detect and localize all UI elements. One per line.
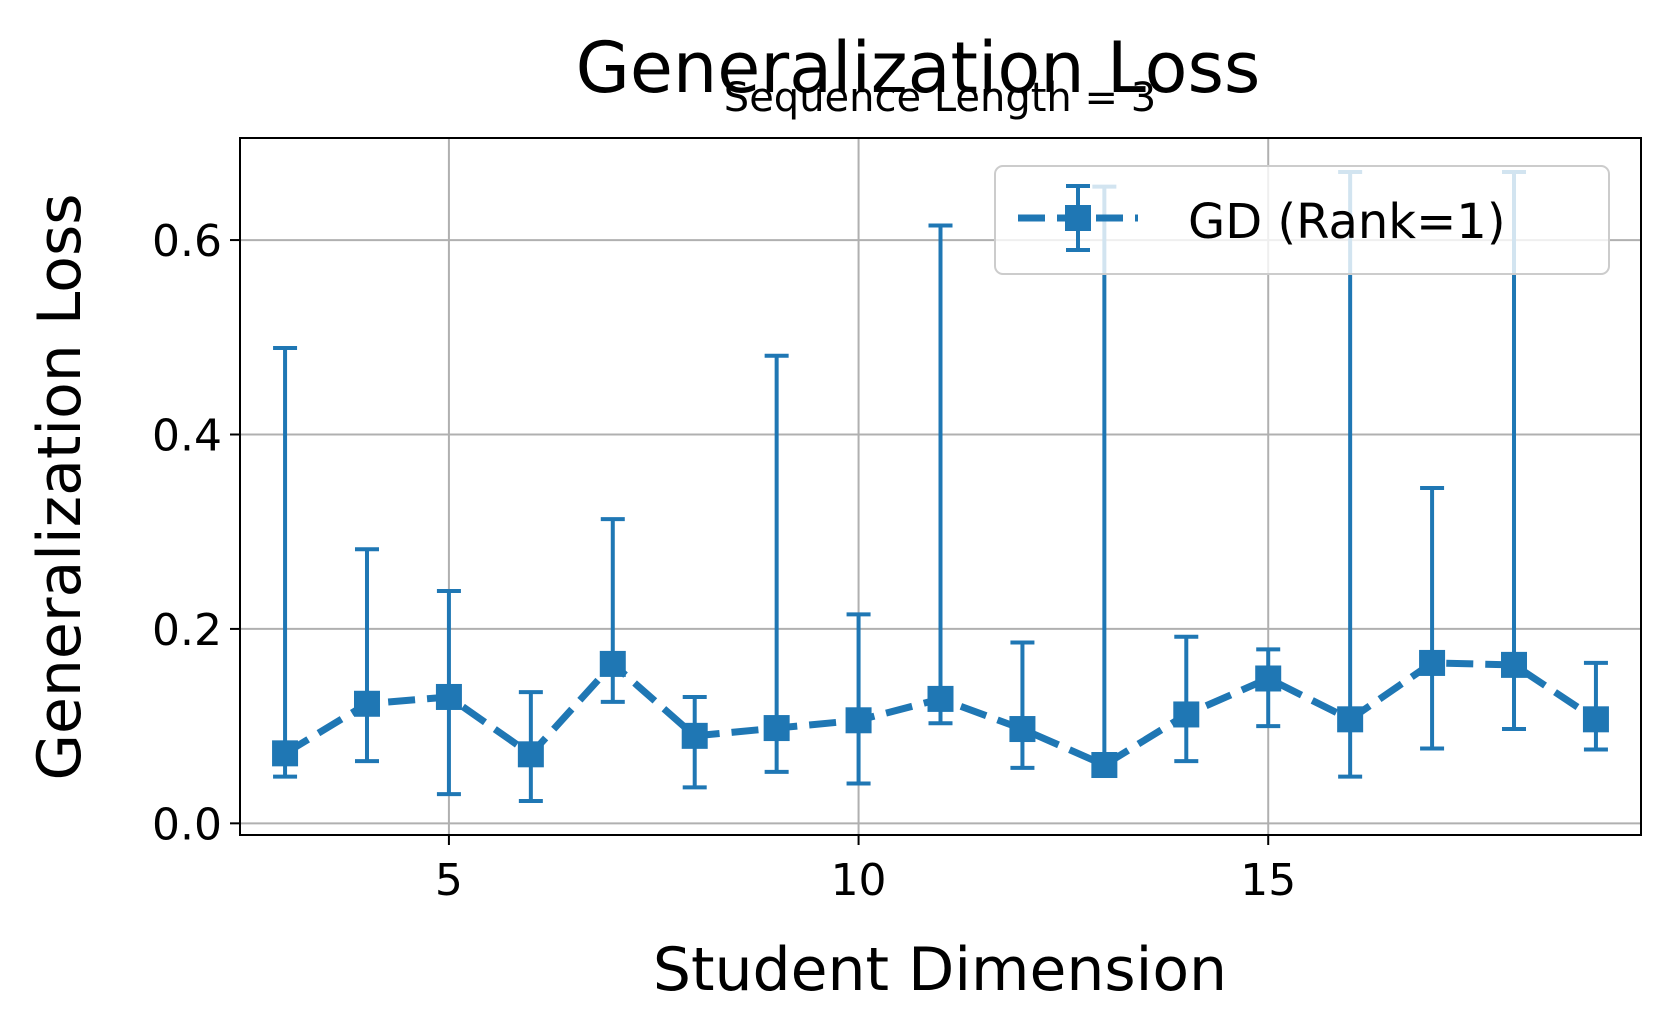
data-point-marker xyxy=(435,683,462,710)
data-point-marker xyxy=(681,722,708,749)
data-point-marker xyxy=(1337,706,1364,733)
x-tick-label: 15 xyxy=(1240,855,1296,906)
y-tick-label: 0.0 xyxy=(152,799,222,850)
y-tick-label: 0.6 xyxy=(152,216,222,267)
data-point-marker xyxy=(1173,701,1200,728)
chart-title: Generalization Loss xyxy=(576,27,1261,109)
data-point-marker xyxy=(1501,651,1528,678)
data-point-marker xyxy=(272,740,299,767)
data-point-marker xyxy=(1419,649,1446,676)
y-tick-label: 0.2 xyxy=(152,605,222,656)
legend-box xyxy=(994,165,1610,275)
data-point-marker xyxy=(353,690,380,717)
data-point-marker xyxy=(1091,752,1118,779)
y-tick-label: 0.4 xyxy=(152,410,222,461)
data-point-marker xyxy=(845,707,872,734)
x-tick-layer: 5 10 15 xyxy=(435,835,1296,906)
x-tick-label: 10 xyxy=(831,855,887,906)
marker-layer xyxy=(272,649,1609,779)
chart-subtitle: Sequence Length = 3 xyxy=(724,75,1156,121)
data-point-marker xyxy=(927,685,954,712)
x-axis-label: Student Dimension xyxy=(653,935,1227,1005)
legend-label: GD (Rank=1) xyxy=(1188,194,1506,250)
data-point-marker xyxy=(517,741,544,768)
x-tick-label: 5 xyxy=(435,855,463,906)
legend: GD (Rank=1) xyxy=(994,165,1610,275)
data-point-marker xyxy=(599,650,626,677)
data-point-marker xyxy=(1255,665,1282,692)
y-axis-label: Generalization Loss xyxy=(25,194,95,781)
data-point-marker xyxy=(1009,716,1036,743)
plot-frame xyxy=(239,137,1642,836)
data-point-marker xyxy=(763,715,790,742)
y-tick-layer: 0.0 0.2 0.4 0.6 xyxy=(152,216,240,850)
legend-square-marker xyxy=(1065,205,1091,231)
data-point-marker xyxy=(1582,706,1609,733)
